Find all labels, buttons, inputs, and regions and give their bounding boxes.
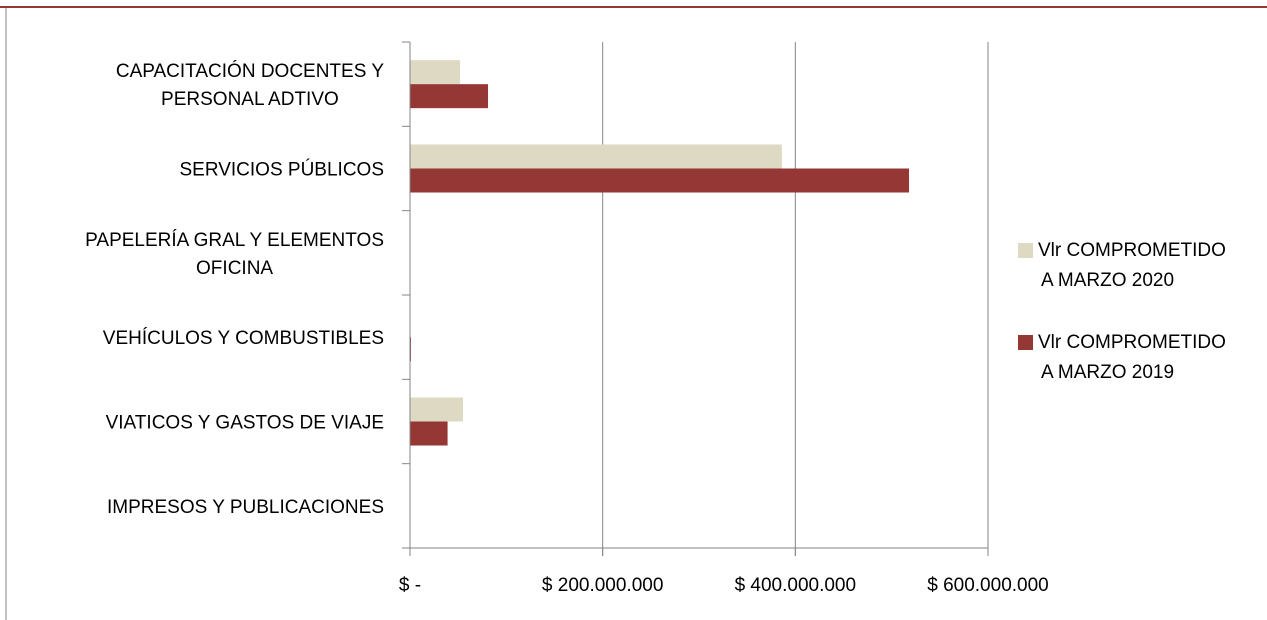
gridlines	[603, 42, 988, 556]
bar-series1-cat2	[410, 145, 782, 169]
bar-series2-cat5	[410, 422, 448, 446]
x-tick-label: $ 400.000.000	[735, 575, 857, 596]
category-label: VEHÍCULOS Y COMBUSTIBLES	[103, 328, 384, 349]
legend-label: Vlr COMPROMETIDO	[1038, 240, 1226, 261]
category-label: SERVICIOS PÚBLICOS	[180, 159, 385, 181]
x-tick-label: $ 600.000.000	[927, 575, 1049, 596]
category-label: PAPELERÍA GRAL Y ELEMENTOS	[85, 230, 384, 251]
legend-label: Vlr COMPROMETIDO	[1038, 332, 1226, 353]
category-label: VIATICOS Y GASTOS DE VIAJE	[106, 413, 384, 434]
bar-series1-cat5	[410, 398, 463, 422]
category-label: PERSONAL ADTIVO	[161, 89, 339, 110]
bar-series1-cat1	[410, 60, 460, 84]
legend-swatch	[1018, 335, 1033, 350]
category-labels: CAPACITACIÓN DOCENTES Y PERSONAL ADTIVO SE…	[85, 60, 384, 518]
bar-series2-cat1	[410, 84, 488, 108]
category-label: CAPACITACIÓN DOCENTES Y	[116, 60, 384, 82]
legend-label: A MARZO 2020	[1041, 270, 1174, 291]
bar-series2-cat2	[410, 169, 909, 193]
legend-swatch	[1018, 243, 1033, 258]
x-tick-label: $ 200.000.000	[542, 575, 664, 596]
axes	[402, 42, 988, 556]
x-tick-labels: $ - $ 200.000.000 $ 400.000.000 $ 600.000.0…	[399, 575, 1049, 596]
legend: Vlr COMPROMETIDO A MARZO 2020 Vlr COMPROME…	[1018, 240, 1226, 383]
legend-label: A MARZO 2019	[1041, 362, 1174, 383]
category-label: OFICINA	[196, 258, 273, 279]
x-tick-label: $ -	[399, 575, 421, 596]
category-label: IMPRESOS Y PUBLICACIONES	[107, 497, 384, 518]
bars	[410, 60, 909, 445]
